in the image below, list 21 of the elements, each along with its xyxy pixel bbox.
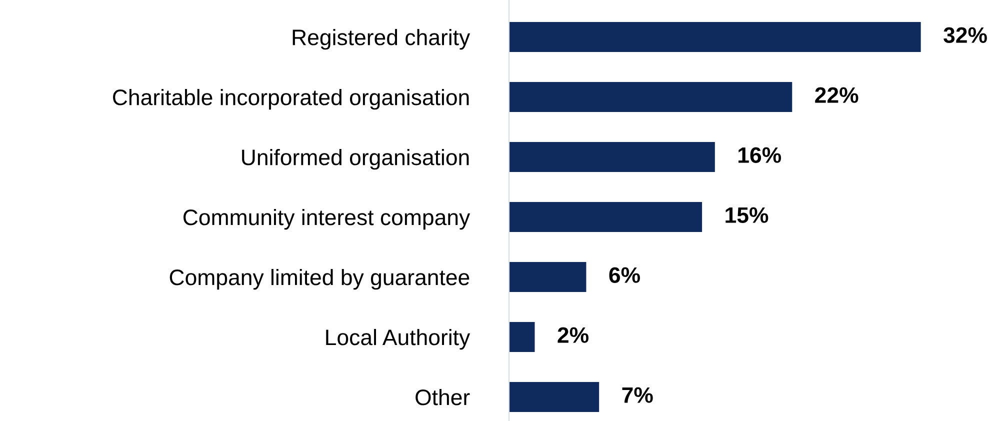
data-label: 15% <box>726 207 768 223</box>
y-tick-label: Other <box>416 388 470 406</box>
y-tick-label: Company limited by guarantee <box>170 268 470 290</box>
bar <box>509 322 535 352</box>
data-label: 6% <box>609 267 640 283</box>
y-tick-label: Registered charity <box>292 28 470 50</box>
bar <box>509 142 715 172</box>
bar <box>509 202 702 232</box>
bar <box>509 382 600 412</box>
bar <box>509 82 792 112</box>
data-label: 16% <box>738 147 782 163</box>
data-label: 2% <box>558 327 588 343</box>
data-label: 22% <box>815 87 858 103</box>
y-tick-label: Uniformed organisation <box>242 148 469 170</box>
data-label: 7% <box>622 387 653 403</box>
data-label: 32% <box>944 27 987 44</box>
bar <box>509 22 921 52</box>
y-tick-label: Local Authority <box>326 328 470 350</box>
y-tick-label: Community interest company <box>183 208 470 230</box>
y-tick-label: Charitable incorporated organisation <box>113 88 469 110</box>
bar <box>509 262 586 292</box>
